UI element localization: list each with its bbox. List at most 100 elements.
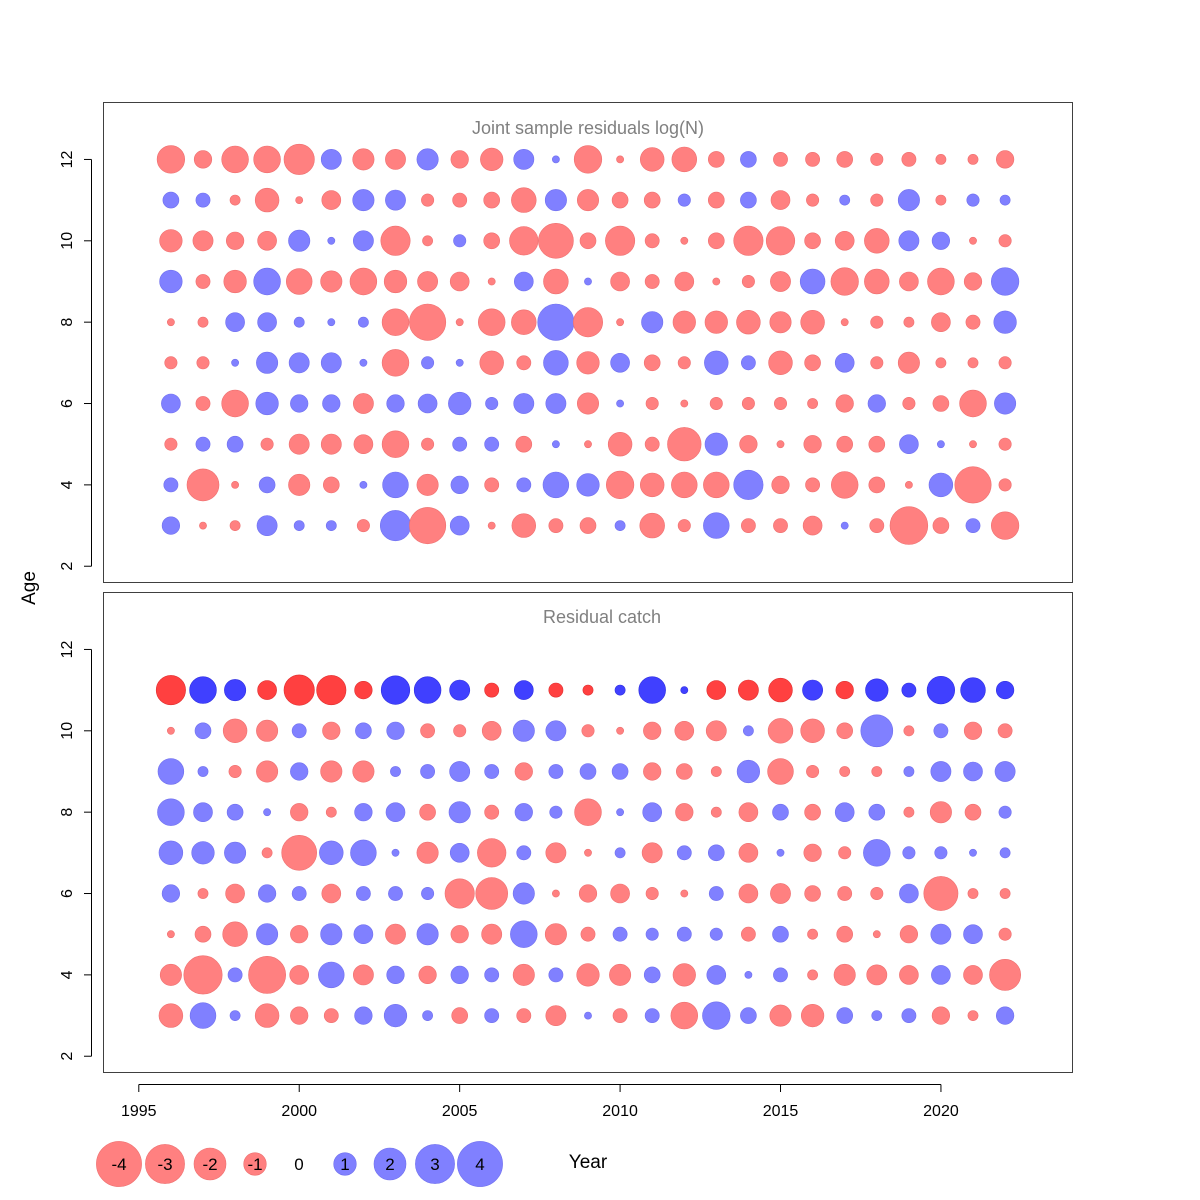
bubble-catch-2007-age7 — [516, 845, 532, 861]
bubble-catch-2020-age9 — [930, 761, 952, 782]
bubble-catch-2006-age9 — [484, 764, 500, 779]
bubble-catch-1996-age11 — [155, 675, 186, 706]
bubble-catch-2000-age7 — [281, 834, 318, 871]
bubble-joint-2008-age6 — [545, 393, 567, 414]
bubble-joint-2006-age9 — [487, 277, 496, 286]
bubble-joint-2007-age10 — [509, 226, 539, 256]
bubble-joint-2021-age6 — [959, 389, 987, 418]
bubble-joint-2001-age9 — [320, 270, 343, 293]
bubble-catch-2016-age4 — [807, 969, 818, 981]
bubble-catch-2005-age4 — [450, 965, 469, 985]
bubble-joint-1996-age6 — [161, 393, 181, 414]
bubble-joint-2007-age9 — [513, 271, 534, 292]
bubble-catch-2015-age8 — [772, 803, 789, 821]
bubble-joint-2011-age3 — [639, 512, 665, 539]
legend-bubble-neg4 — [96, 1141, 142, 1187]
bubble-catch-2000-age8 — [290, 803, 309, 822]
bubble-joint-2017-age3 — [840, 521, 849, 530]
bubble-joint-2000-age11 — [295, 196, 304, 204]
bubble-joint-2016-age3 — [802, 515, 823, 536]
bubble-joint-2012-age4 — [671, 471, 698, 499]
bubble-catch-2010-age11 — [614, 684, 626, 696]
bubble-joint-1999-age7 — [256, 351, 279, 374]
bubble-joint-2015-age7 — [768, 350, 793, 375]
bubble-joint-2021-age12 — [967, 153, 979, 165]
x-tick-label-2000: 2000 — [281, 1103, 317, 1120]
y-tick-label-catch-6: 6 — [59, 889, 76, 898]
bubble-joint-2012-age5 — [667, 427, 702, 462]
bubble-catch-2010-age8 — [616, 808, 624, 817]
bubble-catch-2010-age10 — [616, 726, 624, 735]
bubble-catch-2016-age10 — [800, 718, 825, 743]
bubble-joint-2003-age3 — [379, 510, 411, 542]
bubble-joint-2005-age10 — [453, 234, 467, 248]
bubble-joint-2005-age9 — [449, 271, 470, 292]
bubble-joint-2022-age7 — [998, 356, 1012, 370]
bubble-catch-2010-age3 — [612, 1008, 628, 1023]
panel-residual-catch: Residual catch 2 4 6 8 10 12 — [59, 592, 1073, 1073]
bubble-catch-2017-age7 — [838, 846, 852, 860]
bubble-joint-1998-age3 — [229, 520, 241, 531]
bubble-joint-2004-age4 — [416, 473, 439, 496]
bubble-catch-2019-age9 — [903, 766, 915, 777]
bubble-catch-2001-age8 — [325, 806, 337, 818]
bubble-joint-2000-age12 — [283, 143, 315, 175]
bubble-catch-2015-age7 — [776, 848, 785, 857]
bubble-joint-2020-age10 — [931, 231, 951, 250]
bubble-catch-2002-age4 — [352, 964, 374, 986]
bubble-joint-2004-age3 — [409, 507, 447, 545]
bubble-catch-2015-age4 — [773, 967, 788, 983]
bubble-joint-1996-age9 — [159, 269, 183, 294]
bubble-joint-2016-age11 — [806, 193, 820, 207]
bubble-catch-2004-age7 — [416, 841, 439, 864]
bubble-catch-2019-age7 — [902, 846, 916, 860]
bubble-joint-2002-age11 — [352, 189, 375, 212]
bubble-catch-2017-age11 — [835, 680, 854, 700]
bubble-catch-2022-age8 — [998, 805, 1012, 819]
bubble-joint-1999-age6 — [255, 391, 279, 416]
bubble-joint-2010-age11 — [611, 191, 629, 209]
bubble-catch-1998-age10 — [222, 718, 248, 743]
bubble-joint-2021-age8 — [965, 314, 981, 330]
bubble-catch-2002-age8 — [354, 803, 373, 822]
bubble-catch-2019-age5 — [899, 925, 919, 944]
bubble-joint-2000-age3 — [293, 520, 305, 531]
bubble-catch-1996-age6 — [161, 884, 180, 903]
bubble-joint-2001-age7 — [320, 352, 342, 374]
bubble-joint-2004-age6 — [417, 393, 438, 414]
bubble-catch-1996-age5 — [166, 930, 175, 939]
bubble-joint-2016-age8 — [800, 310, 825, 335]
bubble-joint-2021-age7 — [967, 357, 979, 369]
bubble-catch-2014-age6 — [738, 883, 759, 904]
bubble-catch-2010-age9 — [611, 763, 629, 780]
bubble-catch-2018-age8 — [868, 803, 886, 821]
bubble-catch-1998-age3 — [229, 1010, 241, 1021]
y-tick-label-joint-8: 8 — [59, 318, 76, 327]
bubble-catch-2022-age9 — [994, 761, 1016, 782]
bubble-joint-2002-age4 — [359, 480, 368, 489]
bubble-catch-1999-age5 — [256, 923, 279, 946]
legend-label-pos4: 4 — [475, 1155, 484, 1174]
bubble-joint-1999-age5 — [260, 437, 274, 451]
bubble-joint-2018-age10 — [864, 228, 890, 254]
bubble-catch-2017-age5 — [836, 925, 854, 943]
bubble-joint-2009-age5 — [584, 440, 592, 449]
bubble-joint-2005-age6 — [448, 391, 472, 416]
bubble-catch-2010-age7 — [614, 847, 626, 859]
bubble-joint-2008-age10 — [538, 223, 574, 259]
bubble-joint-2012-age8 — [672, 310, 696, 334]
bubble-joint-2010-age6 — [616, 399, 624, 408]
bubble-catch-2007-age11 — [513, 680, 534, 700]
bubble-joint-2017-age10 — [834, 231, 855, 251]
bubble-joint-2021-age4 — [954, 466, 992, 504]
y-axis-title: Age — [19, 571, 40, 605]
bubble-catch-2004-age4 — [418, 965, 437, 985]
bubble-catch-2022-age4 — [989, 959, 1022, 991]
bubble-joint-1998-age8 — [225, 312, 245, 333]
bubble-joint-1999-age8 — [257, 312, 277, 333]
bubble-joint-1996-age5 — [164, 437, 178, 451]
bubble-joint-2007-age3 — [511, 513, 536, 538]
bubble-joint-2019-age12 — [901, 151, 917, 167]
bubble-catch-2007-age3 — [516, 1008, 532, 1023]
bubble-joint-2020-age12 — [935, 153, 947, 165]
